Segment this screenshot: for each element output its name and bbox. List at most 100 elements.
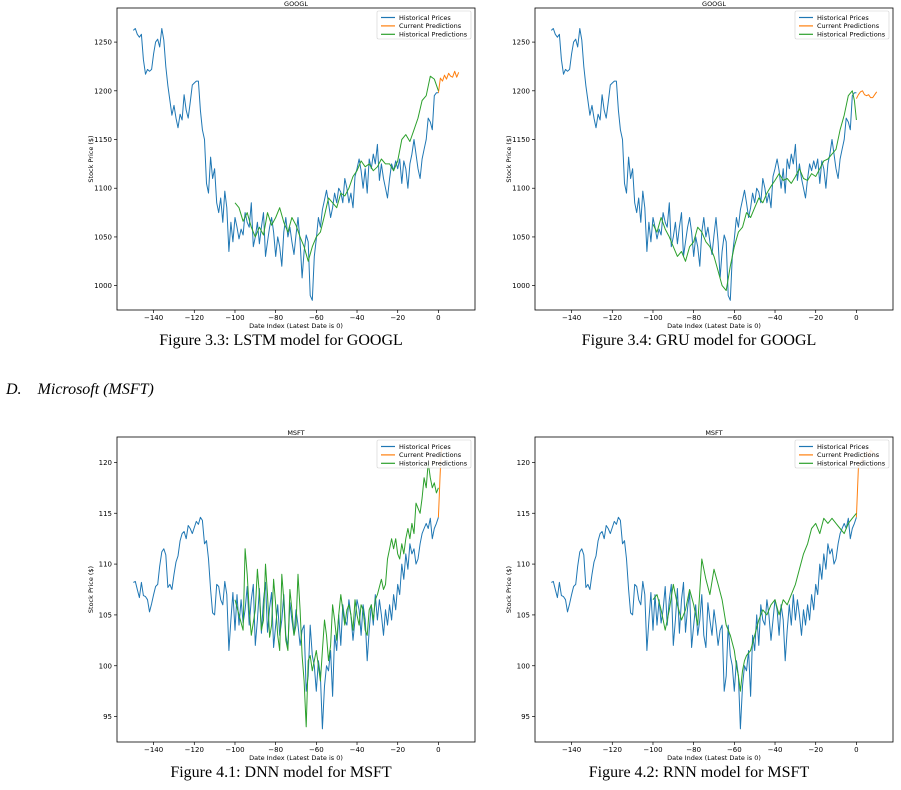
legend-entry: Historical Predictions	[817, 460, 886, 468]
figure-caption-3-4: Figure 3.4: GRU model for GOOGL	[581, 332, 817, 349]
x-tick-label: −140	[144, 314, 163, 322]
series-line-historical-prices	[133, 516, 439, 730]
y-axis-label: Stock Price ($)	[505, 135, 513, 182]
x-tick-label: −40	[768, 314, 783, 322]
x-tick-label: −80	[686, 314, 701, 322]
x-tick-label: −40	[768, 746, 783, 754]
x-tick-label: −20	[390, 746, 405, 754]
x-tick-label: −20	[808, 314, 823, 322]
plot-area-frame	[116, 7, 476, 311]
legend-entry: Current Predictions	[817, 22, 880, 30]
x-tick-label: −120	[185, 314, 204, 322]
series-line-historical-predictions	[652, 512, 857, 692]
x-tick-label: −140	[562, 746, 581, 754]
x-tick-label: −20	[390, 314, 405, 322]
legend-entry: Historical Predictions	[399, 460, 468, 468]
legend-box	[376, 439, 472, 469]
series-line-historical-prices	[550, 28, 857, 301]
y-tick-label: 100	[99, 662, 112, 670]
series-line-historical-predictions	[652, 90, 857, 291]
y-tick-label: 1150	[94, 136, 112, 144]
msft-rnn-chart: MSFT −140 −120 −100 −80 −60 −40 −20 0 95 100 105 110…	[505, 429, 894, 762]
series-line-current-predictions	[437, 70, 460, 93]
legend-entry: Historical Predictions	[399, 31, 468, 39]
y-tick-label: 120	[99, 459, 112, 467]
y-tick-label: 95	[103, 713, 112, 721]
y-tick-label: 1000	[94, 282, 112, 290]
series-line-current-predictions	[855, 90, 878, 99]
legend-entry: Current Predictions	[399, 451, 462, 459]
series-line-historical-prices	[132, 28, 439, 301]
y-tick-label: 115	[99, 510, 112, 518]
legend-entry: Historical Predictions	[817, 31, 886, 39]
msft-dnn-chart: MSFT −140 −120 −100 −80 −60 −40 −20 0 95 100 105 110…	[87, 429, 476, 762]
y-tick-label: 1200	[512, 87, 530, 95]
y-tick-label: 105	[99, 611, 112, 619]
plot-area-frame	[534, 436, 894, 743]
x-tick-label: −80	[268, 746, 283, 754]
x-tick-label: −40	[350, 314, 365, 322]
y-tick-label: 1250	[512, 39, 530, 47]
x-tick-label: −60	[309, 746, 324, 754]
x-tick-label: −100	[225, 314, 244, 322]
legend-box	[794, 10, 890, 40]
x-tick-label: 0	[854, 314, 858, 322]
x-tick-label: −80	[686, 746, 701, 754]
x-axis-label: Date Index (Latest Date is 0)	[667, 322, 761, 330]
y-tick-label: 110	[99, 561, 112, 569]
chart-title: GOOGL	[284, 0, 308, 8]
section-heading: D. Microsoft (MSFT)	[6, 381, 154, 398]
x-axis-label: Date Index (Latest Date is 0)	[667, 754, 761, 762]
y-tick-label: 100	[517, 662, 530, 670]
x-tick-label: −60	[309, 314, 324, 322]
x-tick-label: −100	[643, 746, 662, 754]
x-tick-label: −140	[562, 314, 581, 322]
y-tick-label: 115	[517, 510, 530, 518]
y-tick-label: 1050	[94, 233, 112, 241]
y-tick-label: 1150	[512, 136, 530, 144]
plot-area-frame	[534, 7, 894, 311]
series-line-historical-prices	[551, 516, 857, 730]
legend-box	[376, 10, 472, 40]
figure-caption-3-3: Figure 3.3: LSTM model for GOOGL	[159, 332, 403, 349]
y-axis-label: Stock Price ($)	[87, 566, 95, 613]
y-tick-label: 110	[517, 561, 530, 569]
figure-caption-4-2: Figure 4.2: RNN model for MSFT	[588, 764, 810, 781]
legend-entry: Historical Prices	[399, 14, 451, 22]
y-tick-label: 105	[517, 611, 530, 619]
y-axis-label: Stock Price ($)	[87, 135, 95, 182]
chart-title: GOOGL	[702, 0, 726, 8]
x-axis-label: Date Index (Latest Date is 0)	[249, 322, 343, 330]
x-tick-label: −100	[643, 314, 662, 322]
figure-caption-4-1: Figure 4.1: DNN model for MSFT	[170, 764, 392, 781]
x-tick-label: −120	[603, 746, 622, 754]
x-tick-label: −80	[268, 314, 283, 322]
x-tick-label: 0	[436, 746, 440, 754]
y-tick-label: 1100	[512, 185, 530, 193]
chart-title: MSFT	[705, 429, 722, 437]
x-tick-label: −140	[144, 746, 163, 754]
y-tick-label: 120	[517, 459, 530, 467]
legend-entry: Current Predictions	[817, 451, 880, 459]
series-line-historical-predictions	[234, 75, 439, 262]
y-tick-label: 95	[521, 713, 530, 721]
x-tick-label: −120	[603, 314, 622, 322]
x-tick-label: −20	[808, 746, 823, 754]
chart-title: MSFT	[287, 429, 304, 437]
y-axis-label: Stock Price ($)	[505, 566, 513, 613]
y-tick-label: 1000	[512, 282, 530, 290]
x-tick-label: −120	[185, 746, 204, 754]
x-tick-label: 0	[854, 746, 858, 754]
googl-gru-chart: GOOGL −140 −120 −100 −80 −60 −40 −20 0 1000 1050 11…	[505, 0, 894, 330]
y-tick-label: 1250	[94, 39, 112, 47]
legend-box	[794, 439, 890, 469]
x-tick-label: −60	[727, 746, 742, 754]
y-tick-label: 1100	[94, 185, 112, 193]
x-tick-label: −40	[350, 746, 365, 754]
x-tick-label: 0	[436, 314, 440, 322]
legend-entry: Historical Prices	[817, 14, 869, 22]
x-tick-label: −60	[727, 314, 742, 322]
legend-entry: Historical Prices	[399, 443, 451, 451]
series-line-historical-predictions	[234, 461, 439, 728]
y-tick-label: 1050	[512, 233, 530, 241]
